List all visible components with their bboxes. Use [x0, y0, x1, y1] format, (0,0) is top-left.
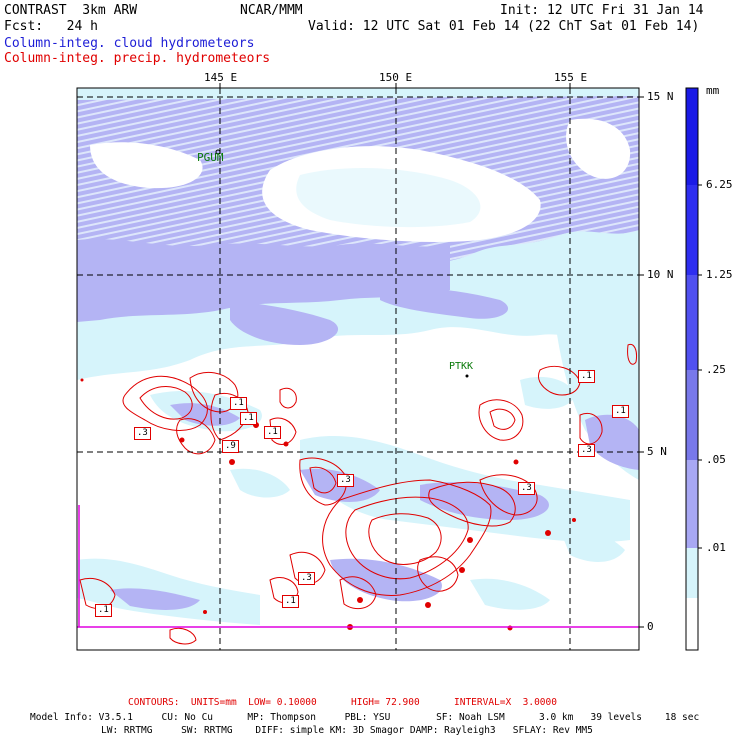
model-title: CONTRAST 3km ARW	[4, 3, 138, 18]
valid-time: Valid: 12 UTC Sat 01 Feb 14 (22 ChT Sat …	[308, 19, 700, 34]
contour-value-box: .1	[578, 370, 595, 383]
contour-value-box: .1	[282, 595, 299, 608]
contour-value-box: .1	[612, 405, 629, 418]
lon-label-150: 150 E	[379, 71, 413, 84]
contour-value-box: .1	[240, 412, 257, 425]
station-marker-pgum	[215, 149, 221, 155]
precip-contours	[79, 343, 637, 645]
contour-value-box: .1	[264, 426, 281, 439]
colorbar-segment-5	[686, 460, 698, 548]
colorbar-label-05: .05	[706, 453, 726, 466]
contour-value-box: .1	[230, 397, 247, 410]
org-label: NCAR/MMM	[240, 3, 303, 18]
colorbar-segment-2	[686, 185, 698, 275]
station-marker-ptkk	[465, 374, 469, 378]
map-frame	[76, 87, 640, 651]
lat-label-10n: 10 N	[647, 268, 674, 281]
colorbar-label-1-25: 1.25	[706, 268, 733, 281]
heavy-precip-cells	[80, 378, 576, 631]
lat-label-0: 0	[647, 620, 654, 633]
colorbar-segment-7	[686, 598, 698, 650]
contour-info: CONTOURS: UNITS=mm LOW= 0.10000 HIGH= 72…	[128, 697, 557, 708]
lon-label-145: 145 E	[204, 71, 238, 84]
shaded-field	[77, 88, 639, 650]
colorbar-frame	[685, 87, 699, 651]
forecast-hour: Fcst: 24 h	[4, 19, 98, 34]
colorbar-segment-1	[686, 88, 698, 185]
axis-ticks	[219, 83, 644, 628]
field-precip-label: Column-integ. precip. hydrometeors	[4, 51, 271, 66]
station-label-ptkk: PTKK	[449, 361, 474, 372]
contour-value-box: .3	[518, 482, 535, 495]
colorbar-label-25: .25	[706, 363, 726, 376]
colorbar-segment-6	[686, 548, 698, 598]
contour-value-box: .3	[298, 572, 315, 585]
physics-info: LW: RRTMG SW: RRTMG DIFF: simple KM: 3D …	[101, 725, 593, 736]
lat-label-15n: 15 N	[647, 90, 674, 103]
field-cloud-label: Column-integ. cloud hydrometeors	[4, 36, 255, 51]
contour-value-box: .3	[134, 427, 151, 440]
init-time: Init: 12 UTC Fri 31 Jan 14	[500, 3, 704, 18]
lon-label-155: 155 E	[554, 71, 588, 84]
contour-value-box: .3	[578, 444, 595, 457]
colorbar	[685, 87, 702, 651]
colorbar-segment-4	[686, 370, 698, 460]
colorbar-segment-3	[686, 275, 698, 370]
station-label-pgum: PGUM	[197, 151, 224, 164]
lat-label-5n: 5 N	[647, 445, 667, 458]
contour-value-box: .9	[222, 440, 239, 453]
colorbar-label-6-25: 6.25	[706, 178, 733, 191]
contour-value-box: .3	[337, 474, 354, 487]
contour-value-box: .1	[95, 604, 112, 617]
colorbar-unit: mm	[706, 84, 720, 97]
model-info: Model Info: V3.5.1 CU: No Cu MP: Thompso…	[30, 712, 700, 723]
colorbar-label-01: .01	[706, 541, 726, 554]
lat-lon-grid	[77, 88, 639, 650]
